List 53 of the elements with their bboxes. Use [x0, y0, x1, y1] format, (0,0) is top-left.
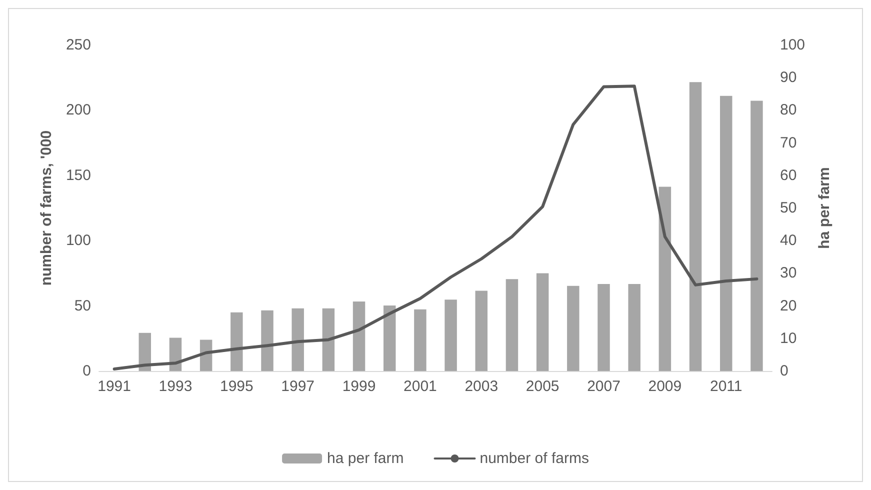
y-tick-label: 100 [66, 232, 91, 250]
bar [628, 284, 640, 371]
bar [138, 332, 152, 371]
x-tick-label: 1999 [342, 378, 376, 395]
bar [292, 308, 304, 371]
y2-tick-label: 70 [780, 134, 797, 152]
x-tick-label: 2001 [404, 378, 437, 395]
y-tick-label: 200 [66, 102, 91, 119]
bar [720, 96, 732, 371]
x-tick-label: 2005 [526, 378, 560, 395]
bar [506, 279, 518, 371]
bar [352, 302, 366, 371]
y2-tick-label: 90 [780, 69, 797, 86]
bar [536, 273, 549, 371]
x-tick-label: 2007 [587, 378, 620, 395]
bar [261, 310, 274, 371]
x-tick-label: 2003 [464, 378, 498, 395]
bar [230, 312, 243, 371]
x-tick-label: 2011 [710, 378, 742, 395]
x-tick-label: 1993 [158, 378, 192, 395]
bar [689, 82, 702, 371]
legend-label: ha per farm [327, 450, 404, 467]
bar [658, 186, 672, 371]
y2-tick-label: 10 [780, 330, 797, 347]
bar [169, 338, 182, 371]
y2-tick-label: 80 [780, 102, 797, 119]
y2-tick-label: 50 [780, 200, 797, 216]
bar [414, 309, 426, 371]
y-tick-label: 150 [66, 166, 91, 184]
bar [567, 286, 580, 371]
y2-tick-label: 30 [780, 264, 797, 282]
y2-tick-label: 60 [780, 166, 797, 184]
y-tick-label: 50 [74, 297, 91, 314]
bar [750, 100, 763, 371]
x-tick-label: 1995 [220, 378, 254, 395]
y-axis-title: number of farms, '000 [38, 130, 55, 286]
y2-tick-label: 0 [780, 362, 788, 380]
y2-tick-label: 20 [780, 297, 797, 314]
y2-axis-title: ha per farm [816, 167, 833, 249]
x-tick-label: 2009 [648, 378, 682, 395]
bar [383, 305, 396, 371]
bar [475, 290, 488, 371]
bar [322, 308, 335, 371]
y2-tick-label: 40 [780, 232, 797, 250]
y2-tick-label: 100 [780, 36, 806, 54]
legend-label: number of farms [480, 450, 589, 467]
y-tick-label: 0 [82, 362, 91, 380]
line-series [112, 84, 758, 371]
bar [598, 284, 610, 371]
bar [444, 300, 457, 371]
x-tick-label: 1997 [281, 378, 315, 395]
x-tick-label: 1991 [98, 378, 131, 395]
y-tick-label: 250 [66, 36, 91, 54]
